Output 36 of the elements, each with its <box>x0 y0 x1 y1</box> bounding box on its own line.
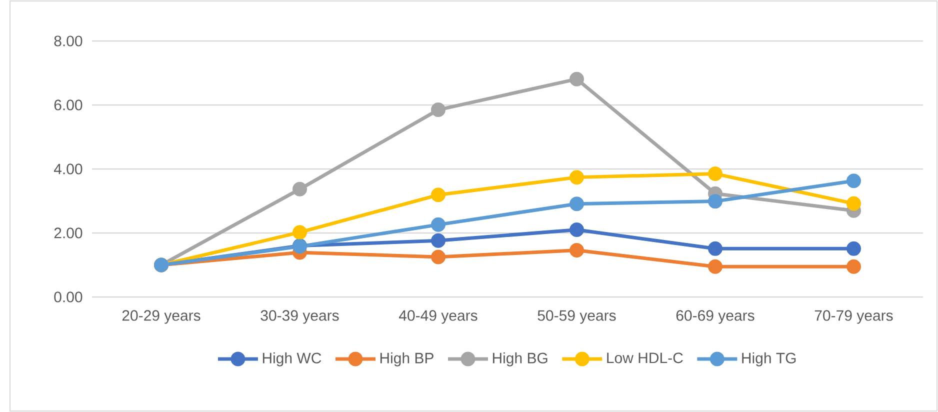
point <box>431 250 446 264</box>
y-tick-label: 2.00 <box>54 228 82 238</box>
y-tick-label: 0.00 <box>54 292 82 302</box>
point <box>292 182 308 196</box>
legend-label: High BG <box>492 352 548 366</box>
x-tick-label: 20-29 years <box>122 310 200 324</box>
point <box>570 170 584 185</box>
point <box>570 72 584 86</box>
y-tick-label: 4.00 <box>54 164 82 174</box>
point <box>846 259 861 274</box>
point <box>431 233 446 248</box>
point <box>431 188 446 202</box>
point <box>708 166 722 182</box>
x-tick-label: 70-79 years <box>814 310 893 324</box>
legend-label: High BP <box>380 352 434 366</box>
point <box>846 196 861 211</box>
point <box>846 174 861 188</box>
legend-label: High WC <box>262 352 322 366</box>
legend-label: Low HDL-C <box>607 352 683 364</box>
point <box>431 102 446 118</box>
y-tick-label: 6.00 <box>54 100 82 110</box>
point <box>708 241 722 256</box>
x-tick-label: 30-39 years <box>260 310 339 324</box>
point <box>292 225 308 240</box>
legend-label: High TG <box>742 352 796 366</box>
x-tick-label: 40-49 years <box>398 310 478 324</box>
point <box>708 259 722 274</box>
point <box>431 217 446 232</box>
point <box>570 243 584 258</box>
x-tick-label: 50-59 years <box>538 310 616 324</box>
point <box>708 194 722 209</box>
y-tick-label: 8.00 <box>54 36 82 46</box>
x-tick-label: 60-69 years <box>676 310 754 324</box>
point <box>846 241 861 256</box>
point <box>570 222 584 238</box>
point <box>570 196 584 212</box>
